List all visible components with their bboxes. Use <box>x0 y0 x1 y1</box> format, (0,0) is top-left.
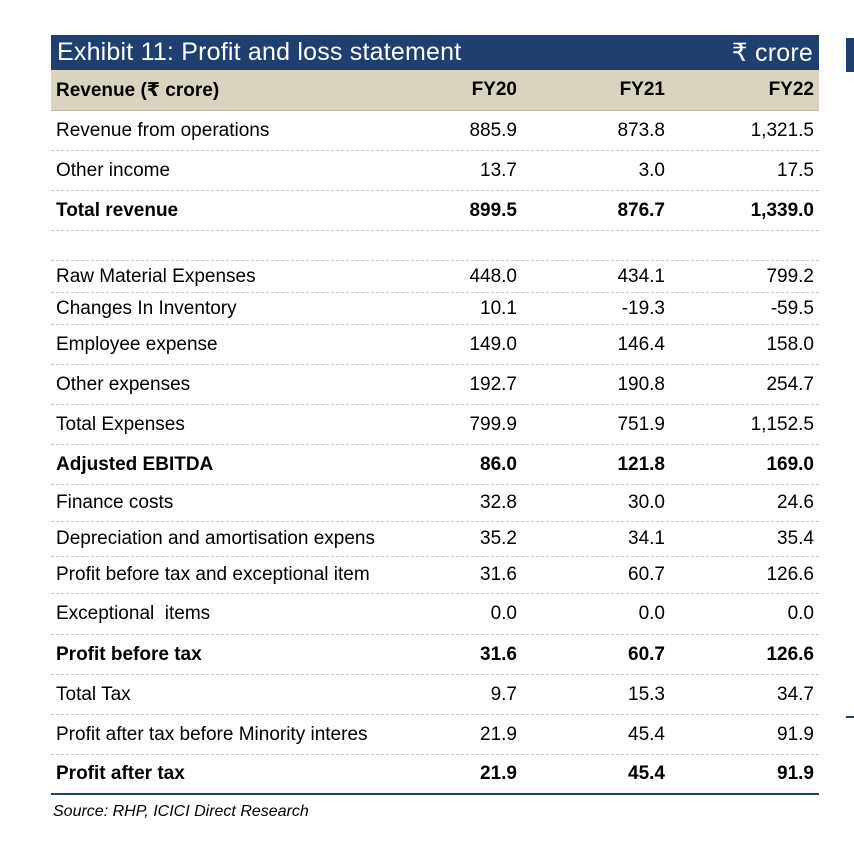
cell-fy21: 45.4 <box>628 763 665 784</box>
row-label: Other expenses <box>56 373 191 395</box>
row-label: Revenue from operations <box>56 119 270 141</box>
cell-fy22: -59.5 <box>770 297 814 319</box>
row-label: Changes In Inventory <box>56 297 237 319</box>
adjacent-panel-mark <box>846 716 854 718</box>
table-row: Profit before tax 31.6 60.7 126.6 <box>51 635 819 675</box>
table-row: Employee expense 149.0 146.4 158.0 <box>51 325 819 365</box>
cell-fy20: 21.9 <box>480 723 517 745</box>
cell-fy22: 254.7 <box>766 373 814 395</box>
row-label: Total revenue <box>56 199 179 221</box>
table-row: Other income 13.7 3.0 17.5 <box>51 151 819 191</box>
cell-fy21: 60.7 <box>628 564 665 585</box>
cell-fy22: 17.5 <box>777 159 814 181</box>
table-row: Depreciation and amortisation expens 35.… <box>51 522 819 557</box>
cell-fy20: 10.1 <box>480 297 517 319</box>
cell-fy22: 126.6 <box>766 564 814 585</box>
table-row: Other expenses 192.7 190.8 254.7 <box>51 365 819 405</box>
cell-fy22: 169.0 <box>766 453 814 475</box>
cell-fy21: 121.8 <box>617 453 665 475</box>
cell-fy20: 192.7 <box>469 373 517 395</box>
source-note: Source: RHP, ICICI Direct Research <box>53 803 309 820</box>
table-row: Profit after tax 21.9 45.4 91.9 <box>51 755 819 793</box>
table-row: Profit before tax and exceptional item 3… <box>51 557 819 594</box>
table-row: Total Tax 9.7 15.3 34.7 <box>51 675 819 715</box>
cell-fy20: 799.9 <box>469 413 517 435</box>
unit-label: ₹ crore <box>731 38 813 67</box>
header-fy20: FY20 <box>471 79 517 100</box>
cell-fy21: 873.8 <box>617 119 665 141</box>
exhibit-title-bar: Exhibit 11: Profit and loss statement ₹ … <box>51 35 819 70</box>
row-label: Raw Material Expenses <box>56 265 256 287</box>
cell-fy21: 876.7 <box>617 199 665 221</box>
exhibit-title: Exhibit 11: Profit and loss statement <box>57 38 462 66</box>
row-label: Total Expenses <box>56 413 185 435</box>
cell-fy22: 799.2 <box>766 265 814 287</box>
cell-fy21: 146.4 <box>617 333 665 355</box>
exhibit-table: Exhibit 11: Profit and loss statement ₹ … <box>51 35 819 795</box>
cell-fy20: 149.0 <box>469 333 517 355</box>
row-label: Other income <box>56 159 171 181</box>
cell-fy20: 86.0 <box>480 453 517 475</box>
cell-fy22: 35.4 <box>777 528 814 549</box>
cell-fy22: 158.0 <box>766 333 814 355</box>
cell-fy21: 60.7 <box>628 643 665 665</box>
row-label: Profit after tax <box>56 763 185 784</box>
cell-fy20: 13.7 <box>480 159 517 181</box>
cell-fy21: -19.3 <box>621 297 665 319</box>
table-row: Total revenue 899.5 876.7 1,339.0 <box>51 191 819 231</box>
cell-fy22: 1,321.5 <box>750 119 814 141</box>
cell-fy21: 190.8 <box>617 373 665 395</box>
header-label: Revenue (₹ crore) <box>56 79 220 101</box>
row-label: Depreciation and amortisation expens <box>56 528 375 549</box>
header-fy21: FY21 <box>619 79 665 100</box>
table-row: Revenue from operations 885.9 873.8 1,32… <box>51 111 819 151</box>
table-row: Profit after tax before Minority interes… <box>51 715 819 755</box>
cell-fy22: 34.7 <box>777 683 814 705</box>
cell-fy20: 21.9 <box>480 763 517 784</box>
cell-fy22: 91.9 <box>777 763 814 784</box>
cell-fy20: 32.8 <box>480 492 517 513</box>
cell-fy21: 3.0 <box>638 159 665 181</box>
row-label: Profit after tax before Minority interes <box>56 723 368 745</box>
row-label: Profit before tax and exceptional item <box>56 564 370 585</box>
table-bottom-rule <box>51 793 819 795</box>
row-label: Adjusted EBITDA <box>56 453 214 475</box>
cell-fy20: 885.9 <box>469 119 517 141</box>
cell-fy22: 24.6 <box>777 492 814 513</box>
spacer-row <box>51 231 819 261</box>
cell-fy20: 899.5 <box>469 199 517 221</box>
cell-fy21: 30.0 <box>628 492 665 513</box>
cell-fy21: 434.1 <box>617 265 665 287</box>
cell-fy22: 126.6 <box>766 643 814 665</box>
cell-fy20: 35.2 <box>480 528 517 549</box>
row-label: Finance costs <box>56 492 174 513</box>
table-row: Total Expenses 799.9 751.9 1,152.5 <box>51 405 819 445</box>
cell-fy22: 91.9 <box>777 723 814 745</box>
table-row: Raw Material Expenses 448.0 434.1 799.2 <box>51 261 819 293</box>
cell-fy21: 45.4 <box>628 723 665 745</box>
row-label: Exceptional items <box>56 603 211 624</box>
row-label: Total Tax <box>56 683 131 705</box>
table-row: Adjusted EBITDA 86.0 121.8 169.0 <box>51 445 819 485</box>
table-row: Changes In Inventory 10.1 -19.3 -59.5 <box>51 293 819 325</box>
cell-fy20: 9.7 <box>490 683 517 705</box>
row-label: Employee expense <box>56 333 218 355</box>
cell-fy22: 1,152.5 <box>750 413 814 435</box>
cell-fy22: 1,339.0 <box>750 199 814 221</box>
table-row: Exceptional items 0.0 0.0 0.0 <box>51 594 819 635</box>
cell-fy21: 15.3 <box>628 683 665 705</box>
cell-fy20: 0.0 <box>490 603 517 624</box>
cell-fy20: 31.6 <box>480 564 517 585</box>
cell-fy20: 31.6 <box>480 643 517 665</box>
cell-fy21: 751.9 <box>617 413 665 435</box>
table-header-row: Revenue (₹ crore) FY20 FY21 FY22 <box>51 70 819 111</box>
cell-fy21: 34.1 <box>628 528 665 549</box>
cell-fy20: 448.0 <box>469 265 517 287</box>
cell-fy21: 0.0 <box>638 603 665 624</box>
header-fy22: FY22 <box>768 79 814 100</box>
adjacent-panel-edge <box>846 38 854 72</box>
row-label: Profit before tax <box>56 643 202 665</box>
table-row: Finance costs 32.8 30.0 24.6 <box>51 485 819 522</box>
cell-fy22: 0.0 <box>787 603 814 624</box>
